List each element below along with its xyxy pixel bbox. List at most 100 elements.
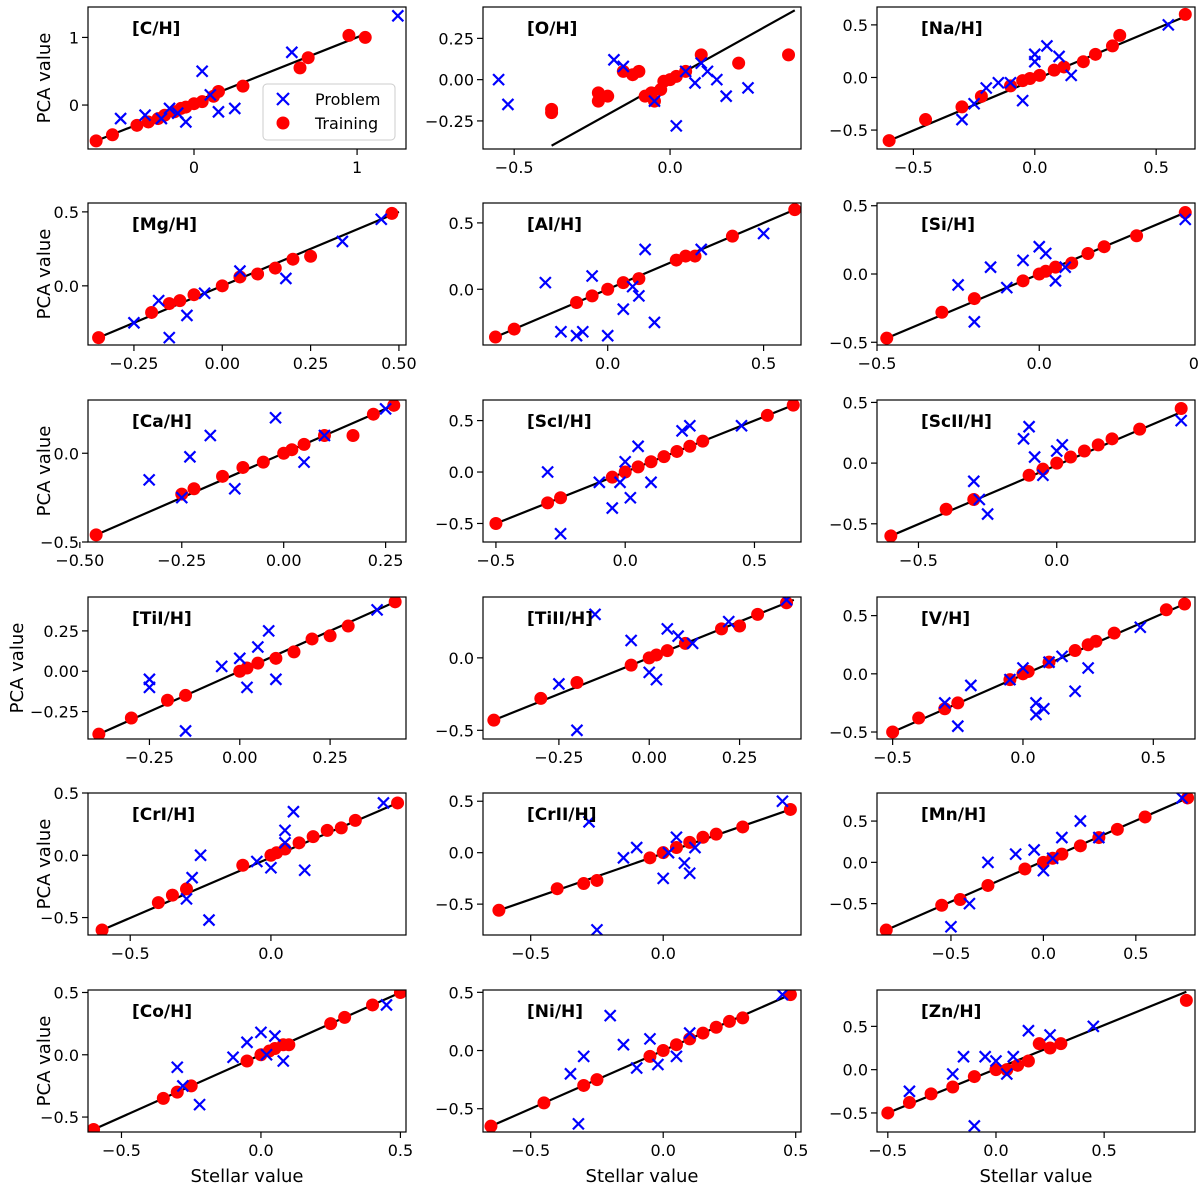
training-point [1021, 1054, 1035, 1068]
y-tick-label: 0.00 [438, 71, 474, 90]
x-tick-label: 0.25 [368, 551, 404, 570]
x-tick-label: −0.5 [511, 1141, 550, 1160]
training-point [1089, 634, 1103, 648]
plot-marks [92, 597, 402, 739]
training-point [173, 294, 187, 308]
training-point [951, 696, 965, 710]
axes-frame [87, 202, 407, 346]
problem-point [1052, 50, 1066, 63]
training-point [1064, 450, 1078, 464]
training-point [751, 607, 765, 621]
training-point [1076, 55, 1090, 69]
training-point [570, 296, 584, 310]
problem-point [973, 493, 986, 506]
plot-marks [492, 9, 796, 147]
training-point [145, 305, 159, 319]
training-point [902, 1096, 916, 1110]
problem-point [380, 998, 393, 1012]
panel-title: [TiII/H] [527, 609, 593, 629]
training-point [696, 830, 710, 844]
training-point [709, 827, 723, 841]
problem-point [297, 455, 311, 469]
axes-frame [876, 989, 1196, 1133]
training-point [879, 923, 893, 935]
problem-point [678, 856, 691, 870]
training-point [1022, 468, 1036, 482]
problem-point [1022, 1024, 1035, 1037]
training-point [240, 661, 254, 675]
training-point [161, 693, 174, 707]
x-tick-label: 0.5 [783, 1141, 808, 1160]
problem-point [661, 622, 674, 636]
problem-point [989, 1054, 1003, 1068]
training-point [882, 134, 896, 148]
training-point [124, 711, 138, 725]
axes-frame [482, 202, 802, 346]
training-point [175, 487, 189, 501]
y-tick-label: −0.5 [40, 909, 79, 928]
problem-point [951, 278, 965, 292]
training-point [1077, 444, 1091, 458]
training-point [696, 1026, 710, 1040]
x-tick-label: −0.50 [55, 551, 104, 570]
problem-point [679, 65, 692, 78]
training-point [570, 675, 584, 689]
problem-point [632, 289, 646, 303]
panel-title: [O/H] [527, 19, 577, 39]
problem-point [202, 913, 216, 927]
training-point [722, 1014, 736, 1028]
problem-point [1042, 655, 1056, 669]
training-point [179, 882, 193, 896]
training-point [95, 923, 109, 935]
problem-point [617, 60, 630, 73]
training-point [492, 903, 506, 917]
axes-frame [876, 399, 1196, 543]
problem-point [391, 9, 405, 23]
training-point [1065, 256, 1079, 270]
y-tick-label: 0.0 [843, 265, 868, 284]
problem-point [269, 673, 283, 686]
y-tick-label: −0.5 [435, 514, 474, 533]
problem-point [981, 507, 994, 521]
y-tick-label: −0.5 [435, 895, 474, 914]
training-point [541, 496, 555, 510]
training-point [644, 455, 658, 469]
training-point [881, 1106, 895, 1120]
panel-title: [V/H] [921, 609, 970, 629]
y-tick-label: −0.5 [435, 1100, 474, 1119]
y-tick-label: 0.0 [449, 280, 474, 299]
training-point [709, 1020, 723, 1034]
problem-point [588, 608, 602, 621]
training-point [251, 267, 265, 281]
training-point [545, 102, 559, 116]
training-point [282, 1038, 296, 1052]
plot-marks [487, 597, 795, 737]
problem-point [142, 473, 156, 487]
training-point [601, 89, 615, 103]
x-tick-label: 0.25 [293, 354, 329, 373]
panel-na-h: −0.5 0.0 0.5 −0.5 0.0 0.5 [Na/H] [829, 6, 1196, 177]
problem-point [1009, 847, 1022, 861]
problem-point [1178, 213, 1192, 226]
problem-point [1017, 432, 1030, 446]
training-point [886, 725, 900, 739]
training-point [656, 1044, 670, 1058]
training-point [550, 882, 564, 896]
y-tick-label: −0.5 [40, 533, 79, 552]
problem-point [1028, 55, 1042, 68]
x-tick-label: 0.0 [258, 944, 283, 963]
training-point [141, 115, 155, 129]
training-point [184, 1079, 198, 1093]
training-point [297, 437, 311, 451]
problem-point [946, 1067, 959, 1081]
training-point [1016, 274, 1030, 288]
problem-point [683, 1026, 696, 1040]
problem-point [631, 440, 645, 453]
y-tick-label: 0.0 [843, 1061, 868, 1080]
problem-point [1050, 444, 1064, 458]
x-tick-label: 0.5 [1143, 158, 1168, 177]
plot-marks [489, 400, 800, 541]
problem-point [1000, 281, 1014, 294]
training-point [385, 206, 399, 220]
training-point [179, 688, 193, 702]
